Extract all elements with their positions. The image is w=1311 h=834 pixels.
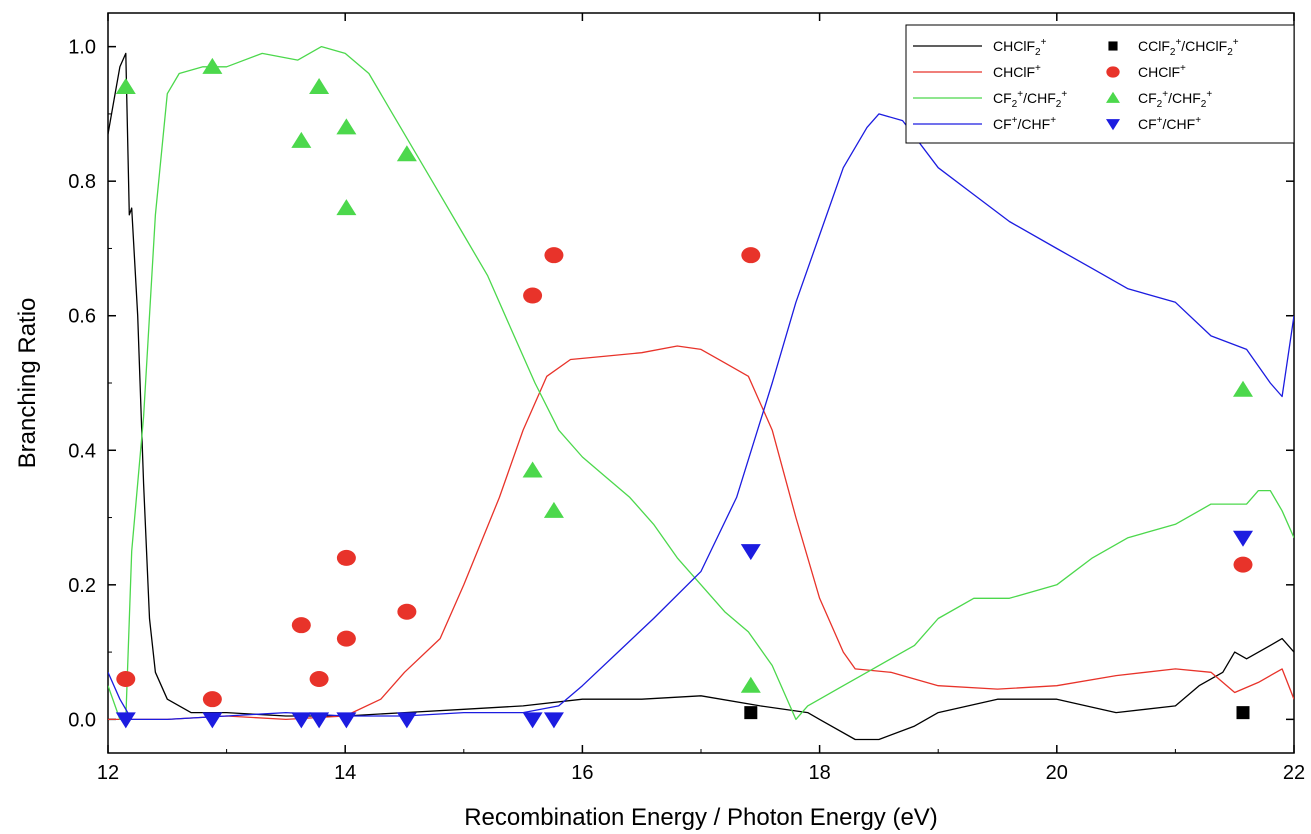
x-tick-label: 12 — [97, 762, 119, 784]
marker-point-2 — [309, 78, 330, 94]
marker-point-2 — [336, 199, 357, 216]
y-tick-label: 0.2 — [68, 575, 96, 597]
x-tick-label: 14 — [334, 762, 356, 784]
x-tick-label: 18 — [808, 762, 830, 784]
marker-point-1 — [336, 549, 356, 566]
legend-marker-label-1: CHClF+ — [1138, 63, 1186, 80]
marker-point-1 — [523, 287, 543, 304]
legend-marker-label-3: CF+/CHF+ — [1138, 115, 1201, 132]
legend-marker-swatch-2 — [1106, 91, 1120, 103]
legend: CHClF2+ CHClF+ CF2+/CHF2+ CF+/CHF+ CClF2+/CH… — [905, 24, 1295, 144]
marker-point-3 — [396, 712, 417, 729]
x-tick-label: 20 — [1046, 762, 1068, 784]
marker-point-2 — [202, 57, 223, 74]
marker-point-2 — [291, 131, 312, 148]
marker-point-1 — [116, 671, 136, 687]
series-line-1 — [108, 345, 1294, 721]
series-line-3 — [108, 113, 1294, 721]
marker-point-3 — [543, 712, 564, 729]
marker-point-1 — [202, 691, 222, 708]
legend-marker-swatch-3 — [1106, 119, 1120, 131]
y-tick-label: 1.0 — [68, 37, 96, 59]
series-line-2 — [108, 45, 1294, 721]
legend-line-label-0: CHClF2+ — [993, 37, 1047, 58]
marker-point-2 — [522, 461, 543, 478]
axis-ticks: 12 14 16 18 20 22 0.0 0.2 0.4 0.6 0.8 1.0 — [68, 13, 1305, 784]
x-axis-title: Recombination Energy / Photon Energy (eV… — [464, 804, 938, 831]
legend-line-label-3: CF+/CHF+ — [993, 115, 1056, 132]
legend-marker-swatch-0 — [1108, 41, 1118, 51]
series-line-0 — [108, 52, 1294, 741]
marker-point-2 — [336, 118, 357, 135]
legend-marker-label-2: CF2+/CHF2+ — [1138, 89, 1212, 110]
marker-point-1 — [741, 247, 761, 264]
marker-point-2 — [543, 501, 564, 518]
marker-point-2 — [115, 78, 136, 94]
y-tick-label: 0.4 — [68, 440, 96, 462]
marker-point-3 — [1233, 530, 1254, 547]
marker-point-1 — [309, 671, 329, 687]
marker-point-3 — [115, 712, 136, 729]
marker-point-3 — [336, 712, 357, 729]
series-lines — [108, 45, 1294, 741]
marker-point-2 — [1233, 380, 1254, 397]
marker-point-3 — [522, 712, 543, 729]
marker-point-3 — [740, 544, 761, 561]
marker-point-0 — [744, 706, 758, 720]
legend-box — [905, 24, 1295, 144]
marker-point-1 — [336, 630, 356, 647]
marker-point-1 — [291, 617, 311, 634]
series-markers — [115, 57, 1254, 729]
marker-point-1 — [1233, 556, 1253, 573]
marker-point-2 — [396, 145, 417, 162]
marker-point-3 — [291, 712, 312, 729]
marker-point-3 — [309, 712, 330, 729]
marker-point-0 — [1236, 706, 1250, 720]
marker-point-2 — [740, 676, 761, 693]
y-axis-title: Branching Ratio — [14, 298, 41, 469]
y-tick-label: 0.0 — [68, 709, 96, 731]
legend-marker-swatch-1 — [1106, 66, 1120, 78]
x-tick-label: 22 — [1283, 762, 1305, 784]
marker-point-1 — [544, 247, 564, 264]
x-tick-label: 16 — [571, 762, 593, 784]
legend-marker-label-0: CClF2+/CHClF2+ — [1138, 37, 1239, 58]
y-tick-label: 0.6 — [68, 306, 96, 328]
marker-point-3 — [202, 712, 223, 729]
marker-point-1 — [397, 603, 417, 620]
legend-line-label-2: CF2+/CHF2+ — [993, 89, 1067, 110]
legend-line-label-1: CHClF+ — [993, 63, 1041, 80]
y-tick-label: 0.8 — [68, 171, 96, 193]
